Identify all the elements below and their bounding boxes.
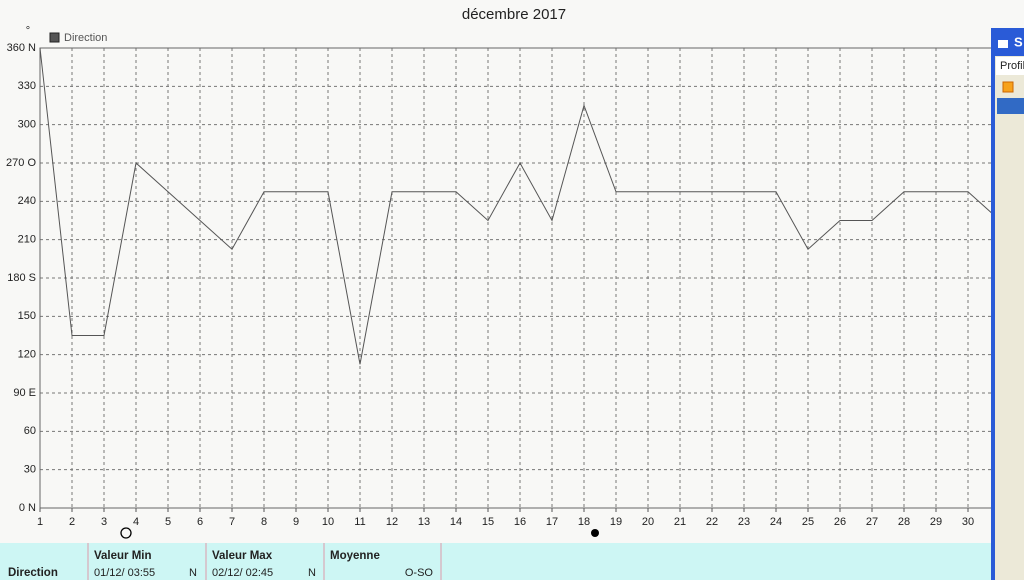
y-tick-label: 30 <box>24 464 36 476</box>
side-panel: S Profil <box>991 28 1024 580</box>
y-tick-label: 120 <box>18 349 36 361</box>
x-tick-label: 25 <box>802 516 814 528</box>
moon-icon <box>591 529 599 537</box>
x-tick-label: 18 <box>578 516 590 528</box>
summary-dir: O-SO <box>405 567 434 579</box>
panel-tab[interactable] <box>996 57 1024 75</box>
x-tick-label: 8 <box>261 516 267 528</box>
x-tick-label: 10 <box>322 516 334 528</box>
summary-header: Moyenne <box>330 550 380 562</box>
x-tick-label: 3 <box>101 516 107 528</box>
summary-header: Valeur Min <box>94 550 152 562</box>
panel-tab-label[interactable]: Profil <box>1000 60 1024 72</box>
y-tick-label: 360 N <box>7 42 36 54</box>
legend-label: Direction <box>64 32 107 44</box>
y-tick-label: 180 S <box>7 272 36 284</box>
y-tick-label: 90 E <box>13 387 36 399</box>
y-tick-label: 300 <box>18 119 36 131</box>
summary-dir: N <box>308 567 316 579</box>
x-tick-label: 29 <box>930 516 942 528</box>
summary-bar <box>0 543 993 580</box>
series-line <box>39 47 1001 365</box>
panel-icon <box>1002 81 1014 93</box>
chart-title: décembre 2017 <box>462 6 566 23</box>
x-tick-label: 24 <box>770 516 782 528</box>
panel-selection <box>997 98 1024 114</box>
y-tick-label: 240 <box>18 195 36 207</box>
x-tick-label: 5 <box>165 516 171 528</box>
x-tick-label: 16 <box>514 516 526 528</box>
y-tick-label: 270 O <box>6 157 36 169</box>
panel-icon <box>998 40 1008 48</box>
x-tick-label: 26 <box>834 516 846 528</box>
y-tick-label: 60 <box>24 425 36 437</box>
summary-dir: N <box>189 567 197 579</box>
summary-value: 02/12/ 02:45 <box>212 567 273 579</box>
x-tick-label: 19 <box>610 516 622 528</box>
x-tick-label: 23 <box>738 516 750 528</box>
legend-swatch <box>49 32 60 43</box>
x-tick-label: 27 <box>866 516 878 528</box>
x-tick-label: 14 <box>450 516 462 528</box>
moon-icon <box>120 527 132 539</box>
x-tick-label: 12 <box>386 516 398 528</box>
x-tick-label: 1 <box>37 516 43 528</box>
y-label: ° <box>26 25 30 37</box>
panel-title[interactable]: S <box>1014 34 1023 49</box>
summary-row-label: Direction <box>8 567 58 579</box>
x-tick-label: 11 <box>354 516 365 528</box>
x-tick-label: 20 <box>642 516 654 528</box>
y-tick-label: 330 <box>18 80 36 92</box>
x-tick-label: 21 <box>674 516 686 528</box>
panel-body <box>995 56 1024 580</box>
y-tick-label: 0 N <box>19 502 36 514</box>
x-tick-label: 22 <box>706 516 718 528</box>
x-tick-label: 2 <box>69 516 75 528</box>
y-tick-label: 210 <box>18 234 36 246</box>
x-tick-label: 15 <box>482 516 494 528</box>
x-tick-label: 17 <box>546 516 558 528</box>
x-tick-label: 6 <box>197 516 203 528</box>
summary-value: 01/12/ 03:55 <box>94 567 155 579</box>
x-tick-label: 13 <box>418 516 430 528</box>
y-tick-label: 150 <box>18 310 36 322</box>
x-tick-label: 28 <box>898 516 910 528</box>
x-tick-label: 4 <box>133 516 139 528</box>
summary-header: Valeur Max <box>212 550 273 562</box>
x-tick-label: 9 <box>293 516 299 528</box>
x-tick-label: 30 <box>962 516 974 528</box>
x-tick-label: 7 <box>229 516 235 528</box>
